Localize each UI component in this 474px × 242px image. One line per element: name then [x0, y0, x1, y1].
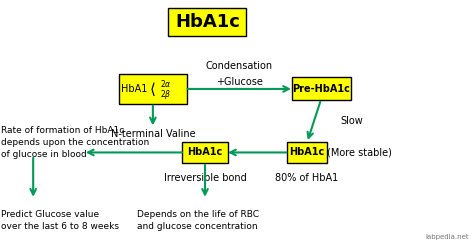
- Text: 2$\alpha$: 2$\alpha$: [160, 78, 172, 89]
- FancyBboxPatch shape: [168, 8, 246, 36]
- Text: Rate of formation of HbA1c
depends upon the concentration
of glucose in blood: Rate of formation of HbA1c depends upon …: [1, 127, 150, 159]
- Text: 2$\beta$: 2$\beta$: [160, 88, 171, 101]
- Text: HbA1c: HbA1c: [187, 147, 223, 158]
- FancyBboxPatch shape: [118, 74, 187, 104]
- Text: N-terminal Valine: N-terminal Valine: [110, 129, 195, 139]
- Text: $\langle$: $\langle$: [149, 80, 156, 98]
- Text: Predict Glucose value
over the last 6 to 8 weeks: Predict Glucose value over the last 6 to…: [1, 210, 119, 231]
- Text: Condensation: Condensation: [206, 61, 273, 71]
- Text: 80% of HbA1: 80% of HbA1: [275, 173, 338, 183]
- Text: labpedia.net: labpedia.net: [426, 234, 469, 240]
- Text: HbA1: HbA1: [121, 84, 147, 94]
- FancyBboxPatch shape: [182, 142, 228, 163]
- Text: Pre-HbA1c: Pre-HbA1c: [292, 84, 350, 94]
- FancyBboxPatch shape: [287, 142, 327, 163]
- Text: Depends on the life of RBC
and glucose concentration: Depends on the life of RBC and glucose c…: [137, 210, 259, 231]
- Text: HbA1c: HbA1c: [289, 147, 325, 158]
- Text: Slow: Slow: [340, 116, 363, 126]
- Text: +Glucose: +Glucose: [216, 77, 263, 87]
- Text: (More stable): (More stable): [327, 147, 392, 158]
- Text: HbA1c: HbA1c: [175, 13, 240, 31]
- FancyBboxPatch shape: [292, 77, 351, 100]
- Text: Irreversible bond: Irreversible bond: [164, 173, 246, 183]
